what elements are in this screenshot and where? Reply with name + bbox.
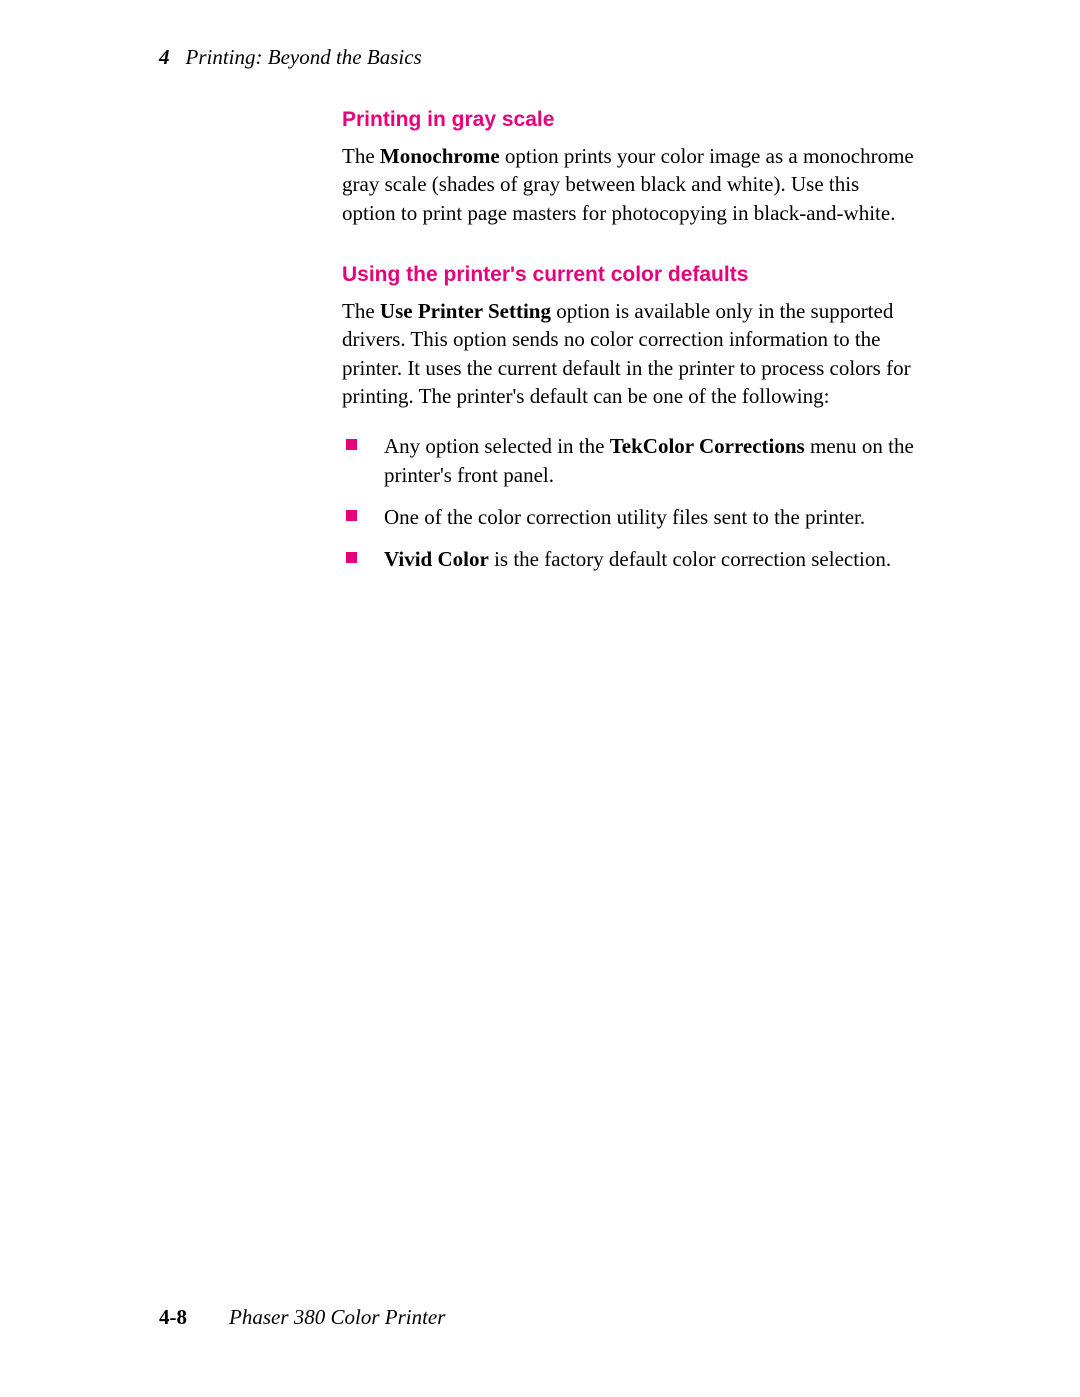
page-number: 4-8 <box>159 1305 187 1329</box>
text: The <box>342 299 380 323</box>
footer-title: Phaser 380 Color Printer <box>229 1305 445 1329</box>
list-item: Vivid Color is the factory default color… <box>342 545 918 573</box>
page-header: 4 Printing: Beyond the Basics <box>159 45 921 70</box>
bold-term: Use Printer Setting <box>380 299 551 323</box>
list-item: One of the color correction utility file… <box>342 503 918 531</box>
text: is the factory default color correction … <box>489 547 891 571</box>
bold-term: Monochrome <box>380 144 500 168</box>
page-footer: 4-8 Phaser 380 Color Printer <box>159 1305 921 1330</box>
paragraph-color-defaults: The Use Printer Setting option is availa… <box>342 297 918 410</box>
list-item: Any option selected in the TekColor Corr… <box>342 432 918 489</box>
bullet-list: Any option selected in the TekColor Corr… <box>342 432 918 573</box>
section-heading-grayscale: Printing in gray scale <box>342 108 918 132</box>
page: 4 Printing: Beyond the Basics Printing i… <box>0 0 1080 1397</box>
chapter-title: Printing: Beyond the Basics <box>186 45 422 69</box>
paragraph-grayscale: The Monochrome option prints your color … <box>342 142 918 227</box>
chapter-number: 4 <box>159 45 170 69</box>
text: Any option selected in the <box>384 434 610 458</box>
bold-term: Vivid Color <box>384 547 489 571</box>
text: The <box>342 144 380 168</box>
bold-term: TekColor Corrections <box>610 434 805 458</box>
page-content: Printing in gray scale The Monochrome op… <box>342 108 918 588</box>
section-heading-color-defaults: Using the printer's current color defaul… <box>342 263 918 287</box>
text: One of the color correction utility file… <box>384 505 865 529</box>
